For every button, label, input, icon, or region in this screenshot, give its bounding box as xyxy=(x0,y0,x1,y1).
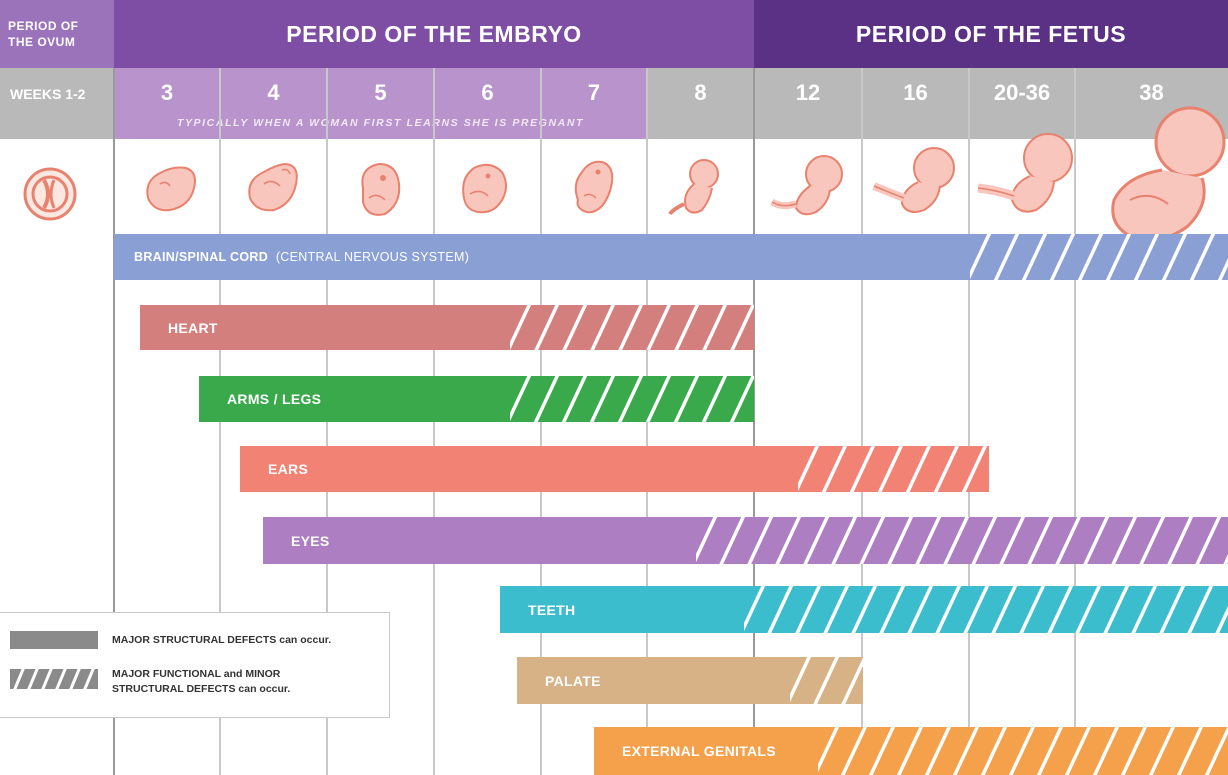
bar-label: EARS xyxy=(268,461,309,477)
grey-weeks-band xyxy=(647,68,1228,139)
embryo-icon xyxy=(977,133,1073,213)
week-cell: 20-36 xyxy=(993,80,1051,105)
embryo-icon xyxy=(248,162,298,212)
bar-hatch xyxy=(744,586,1228,633)
grid-line xyxy=(1074,68,1076,775)
embryo-icon xyxy=(361,162,401,216)
ovum-period-label: PERIOD OF THE OVUM xyxy=(8,19,79,49)
bar-hatch xyxy=(510,376,754,422)
embryo-icon xyxy=(770,155,843,216)
week-cell: 4 xyxy=(267,80,280,105)
week-cell: 3 xyxy=(160,80,174,105)
weeks-label: WEEKS 1-2 xyxy=(10,86,86,102)
bar-label: TEETH xyxy=(528,601,576,618)
legend-hatch-swatch xyxy=(10,669,98,689)
embryo-icon xyxy=(872,147,955,213)
bar-label: EXTERNAL GENITALS xyxy=(622,743,776,759)
grid-line xyxy=(861,68,863,775)
grid-line xyxy=(968,68,970,775)
bar-label: PALATE xyxy=(545,672,601,689)
bar-hatch xyxy=(798,446,989,492)
bar-hatch xyxy=(696,517,1228,564)
ovum-icon xyxy=(23,167,77,221)
embryo-icon xyxy=(574,160,614,214)
week-cell: 16 xyxy=(903,80,928,105)
week-cell: 7 xyxy=(587,80,601,105)
bar-hatch xyxy=(790,657,863,704)
bar-label: BRAIN/SPINAL CORD xyxy=(134,250,269,264)
week-cell: 12 xyxy=(795,80,821,105)
fetus-period-label: PERIOD OF THE FETUS xyxy=(855,20,1127,47)
embryo-icon xyxy=(462,163,507,214)
embryo-period-label: PERIOD OF THE EMBRYO xyxy=(286,20,582,47)
fetus-period-header: PERIOD OF THE FETUS xyxy=(754,0,1228,68)
grid-line xyxy=(113,68,115,775)
legend-solid-swatch xyxy=(10,631,98,649)
bar-label: EYES xyxy=(291,532,330,549)
week-cell: 8 xyxy=(694,80,707,105)
bar-hatch xyxy=(970,234,1228,280)
embryo-icon xyxy=(146,166,196,212)
bar-label: ARMS / LEGS xyxy=(227,391,322,407)
weeks-label-cell: WEEKS 1-2 xyxy=(0,68,114,139)
week-cell: 5 xyxy=(374,80,387,105)
embryo-icon xyxy=(1111,106,1226,241)
embryo-icon xyxy=(668,159,719,216)
bar-sublabel: (CENTRAL NERVOUS SYSTEM) xyxy=(275,250,470,264)
legend-minor-label: MAJOR FUNCTIONAL and MINOR STRUCTURAL DE… xyxy=(112,668,291,695)
week-cell: 6 xyxy=(481,80,494,105)
embryo-weeks-band xyxy=(114,68,647,139)
bar-hatch xyxy=(510,305,754,350)
legend-major-label: MAJOR STRUCTURAL DEFECTS can occur. xyxy=(112,634,332,646)
bar-label: HEART xyxy=(168,319,218,336)
week-cell: 38 xyxy=(1139,80,1164,105)
bar-hatch xyxy=(818,727,1228,775)
legend: MAJOR STRUCTURAL DEFECTS can occur. MAJO… xyxy=(0,612,390,718)
pregnancy-note: TYPICALLY WHEN A WOMAN FIRST LEARNS SHE … xyxy=(176,117,585,129)
embryo-period-header: PERIOD OF THE EMBRYO xyxy=(114,0,754,68)
ovum-period-header: PERIOD OF THE OVUM xyxy=(0,0,114,68)
